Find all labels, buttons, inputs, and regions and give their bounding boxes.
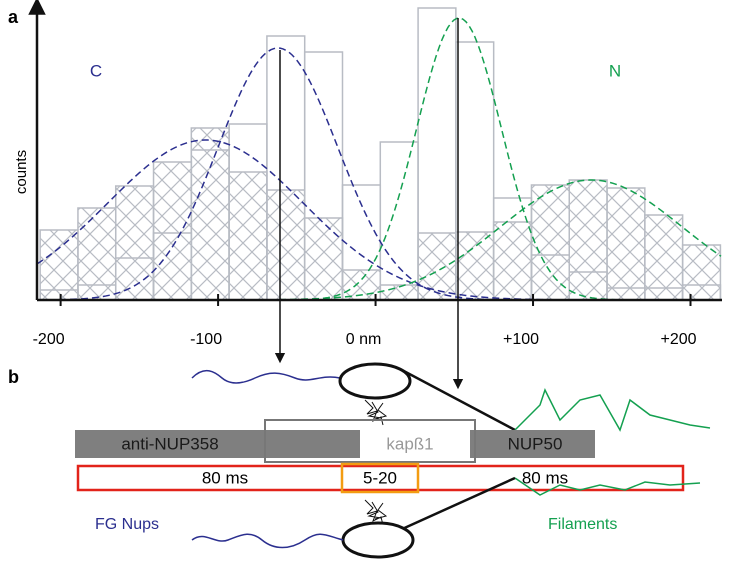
- time-window: [340, 462, 420, 494]
- label-bar: [75, 430, 595, 458]
- bar: [530, 184, 571, 301]
- bar: [644, 214, 684, 301]
- box-label: anti-NUP358: [121, 434, 218, 453]
- x-tick-label: -200: [33, 331, 65, 348]
- fg-nup-strand: [191, 533, 344, 549]
- filament: [514, 477, 701, 496]
- bar: [417, 232, 457, 301]
- bar: [303, 217, 344, 301]
- y-axis-label: counts: [13, 150, 30, 194]
- label-gap: [360, 430, 470, 458]
- bar: [190, 127, 230, 301]
- time-bar: [76, 464, 685, 492]
- fg-nup-strand: [191, 369, 341, 384]
- x-tick-label: +100: [503, 331, 539, 348]
- histogram: -200 -100 0 nm +100 +200 C N: [28, 0, 722, 348]
- time-label: 5-20: [363, 468, 397, 487]
- bar: [152, 161, 193, 301]
- bar: [266, 189, 306, 301]
- bar: [492, 221, 533, 301]
- bar: [39, 229, 79, 301]
- annotation: N: [609, 61, 621, 80]
- diagram: b anti-NUP358 kapß1 NUP50 80 ms 5-20 80 …: [8, 18, 711, 559]
- side-label: Filaments: [548, 516, 617, 533]
- bar: [77, 207, 117, 301]
- bar: [379, 141, 419, 301]
- time-label: 80 ms: [202, 468, 248, 487]
- bar: [606, 187, 646, 301]
- pore-edge: [399, 367, 516, 432]
- panel-label: b: [8, 367, 19, 387]
- x-tick-label: +200: [660, 331, 696, 348]
- bar: [228, 171, 268, 301]
- bar: [455, 231, 495, 301]
- tangle: [364, 399, 388, 426]
- side-label: FG Nups: [95, 516, 159, 533]
- box-label: NUP50: [508, 434, 563, 453]
- bar: [568, 179, 608, 301]
- annotation: C: [90, 61, 102, 80]
- pore-ring: [338, 362, 412, 400]
- tangle: [364, 499, 388, 526]
- box-label: kapß1: [386, 434, 433, 453]
- bar: [114, 185, 155, 301]
- pore-edge: [399, 476, 516, 532]
- time-label: 80 ms: [522, 468, 568, 487]
- x-tick-label: 0 nm: [346, 331, 382, 348]
- pore-ring: [341, 521, 415, 559]
- kap-box: [264, 419, 476, 463]
- filament: [514, 388, 711, 432]
- x-tick-label: -100: [190, 331, 222, 348]
- bar: [681, 244, 722, 301]
- panel-label: a: [8, 7, 19, 27]
